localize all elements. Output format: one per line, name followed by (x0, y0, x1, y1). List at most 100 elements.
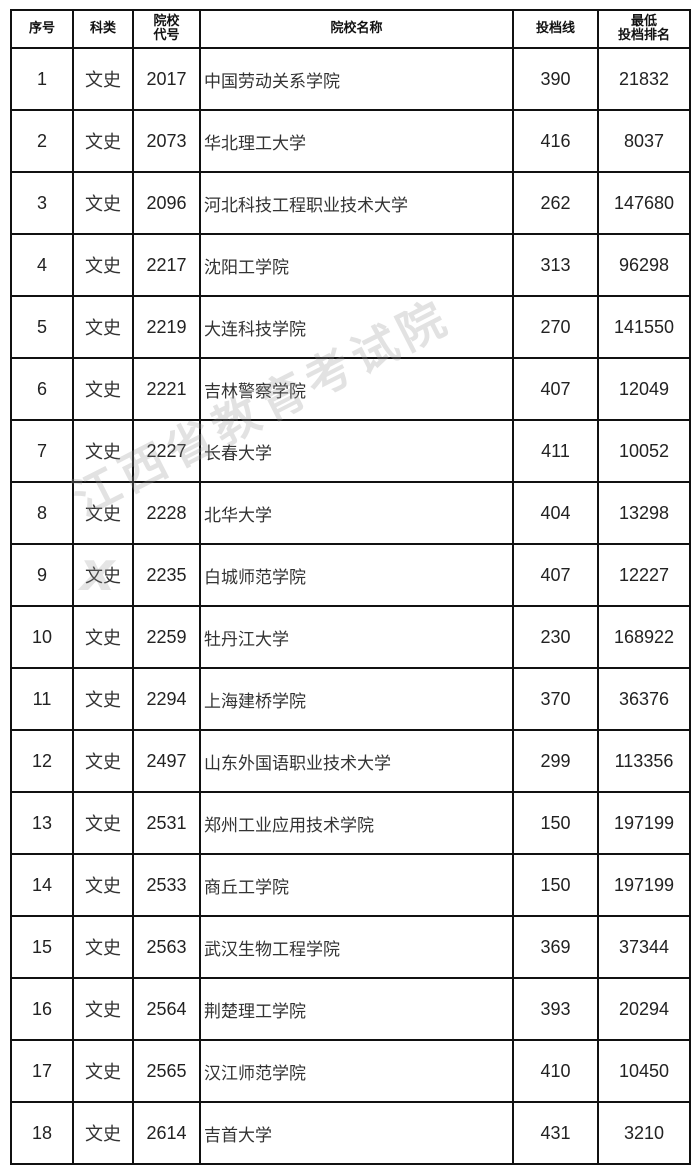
cell-score: 393 (512, 977, 599, 1041)
table-row: 7 文史 2227 长春大学 411 10052 (10, 419, 691, 483)
cell-seq: 15 (10, 915, 74, 979)
header-rank-line1: 最低 (630, 14, 657, 29)
cell-category: 文史 (72, 977, 134, 1041)
cell-name: 汉江师范学院 (199, 1039, 514, 1103)
cell-seq: 13 (10, 791, 74, 855)
cell-score: 369 (512, 915, 599, 979)
header-code-line1: 院校 (153, 14, 180, 29)
cell-code: 2563 (132, 915, 201, 979)
cell-seq: 14 (10, 853, 74, 917)
cell-category: 文史 (72, 1039, 134, 1103)
cell-name: 山东外国语职业技术大学 (199, 729, 514, 793)
cell-code: 2533 (132, 853, 201, 917)
cell-category: 文史 (72, 357, 134, 421)
table-row: 10 文史 2259 牡丹江大学 230 168922 (10, 605, 691, 669)
cell-code: 2017 (132, 47, 201, 111)
cell-category: 文史 (72, 419, 134, 483)
cell-category: 文史 (72, 543, 134, 607)
table-row: 6 文史 2221 吉林警察学院 407 12049 (10, 357, 691, 421)
cell-rank: 10052 (597, 419, 691, 483)
cell-category: 文史 (72, 233, 134, 297)
cell-score: 150 (512, 853, 599, 917)
cell-category: 文史 (72, 729, 134, 793)
cell-seq: 18 (10, 1101, 74, 1165)
table-row: 18 文史 2614 吉首大学 431 3210 (10, 1101, 691, 1165)
cell-rank: 96298 (597, 233, 691, 297)
header-code: 院校 代号 (132, 9, 201, 49)
cell-code: 2531 (132, 791, 201, 855)
cell-name: 武汉生物工程学院 (199, 915, 514, 979)
table-row: 1 文史 2017 中国劳动关系学院 390 21832 (10, 47, 691, 111)
cell-rank: 20294 (597, 977, 691, 1041)
cell-seq: 12 (10, 729, 74, 793)
cell-seq: 8 (10, 481, 74, 545)
cell-rank: 197199 (597, 791, 691, 855)
cell-score: 411 (512, 419, 599, 483)
cell-rank: 8037 (597, 109, 691, 173)
header-row: 序号 科类 院校 代号 院校名称 投档线 最低 投档排名 (10, 9, 691, 49)
cell-score: 270 (512, 295, 599, 359)
cell-code: 2096 (132, 171, 201, 235)
cell-name: 白城师范学院 (199, 543, 514, 607)
header-rank: 最低 投档排名 (597, 9, 691, 49)
table-row: 3 文史 2096 河北科技工程职业技术大学 262 147680 (10, 171, 691, 235)
cell-rank: 12049 (597, 357, 691, 421)
cell-seq: 16 (10, 977, 74, 1041)
cell-name: 商丘工学院 (199, 853, 514, 917)
cell-score: 390 (512, 47, 599, 111)
header-name: 院校名称 (199, 9, 514, 49)
cell-category: 文史 (72, 853, 134, 917)
cell-rank: 197199 (597, 853, 691, 917)
cell-seq: 1 (10, 47, 74, 111)
cell-category: 文史 (72, 915, 134, 979)
cell-rank: 12227 (597, 543, 691, 607)
cell-rank: 113356 (597, 729, 691, 793)
cell-rank: 21832 (597, 47, 691, 111)
cell-score: 230 (512, 605, 599, 669)
cell-seq: 3 (10, 171, 74, 235)
cell-seq: 7 (10, 419, 74, 483)
cell-seq: 6 (10, 357, 74, 421)
cell-code: 2564 (132, 977, 201, 1041)
cell-rank: 13298 (597, 481, 691, 545)
cell-name: 牡丹江大学 (199, 605, 514, 669)
cell-rank: 37344 (597, 915, 691, 979)
cell-score: 313 (512, 233, 599, 297)
cell-name: 吉林警察学院 (199, 357, 514, 421)
cell-code: 2565 (132, 1039, 201, 1103)
cell-score: 431 (512, 1101, 599, 1165)
cell-code: 2497 (132, 729, 201, 793)
cell-name: 荆楚理工学院 (199, 977, 514, 1041)
cell-seq: 17 (10, 1039, 74, 1103)
table-row: 8 文史 2228 北华大学 404 13298 (10, 481, 691, 545)
cell-category: 文史 (72, 667, 134, 731)
header-rank-line2: 投档排名 (617, 28, 670, 43)
cell-name: 大连科技学院 (199, 295, 514, 359)
cell-category: 文史 (72, 171, 134, 235)
cell-code: 2227 (132, 419, 201, 483)
header-seq: 序号 (10, 9, 74, 49)
cell-name: 中国劳动关系学院 (199, 47, 514, 111)
cell-seq: 9 (10, 543, 74, 607)
cell-score: 407 (512, 543, 599, 607)
admission-table: 序号 科类 院校 代号 院校名称 投档线 最低 投档排名 1 文史 2017 中国劳动关系… (10, 9, 691, 1165)
cell-code: 2228 (132, 481, 201, 545)
cell-seq: 10 (10, 605, 74, 669)
table-row: 2 文史 2073 华北理工大学 416 8037 (10, 109, 691, 173)
cell-score: 404 (512, 481, 599, 545)
cell-name: 吉首大学 (199, 1101, 514, 1165)
cell-score: 416 (512, 109, 599, 173)
cell-code: 2235 (132, 543, 201, 607)
cell-seq: 11 (10, 667, 74, 731)
cell-category: 文史 (72, 109, 134, 173)
cell-rank: 10450 (597, 1039, 691, 1103)
table-row: 5 文史 2219 大连科技学院 270 141550 (10, 295, 691, 359)
cell-score: 262 (512, 171, 599, 235)
cell-name: 上海建桥学院 (199, 667, 514, 731)
cell-category: 文史 (72, 295, 134, 359)
cell-code: 2294 (132, 667, 201, 731)
cell-name: 河北科技工程职业技术大学 (199, 171, 514, 235)
cell-seq: 2 (10, 109, 74, 173)
table-row: 13 文史 2531 郑州工业应用技术学院 150 197199 (10, 791, 691, 855)
cell-category: 文史 (72, 481, 134, 545)
